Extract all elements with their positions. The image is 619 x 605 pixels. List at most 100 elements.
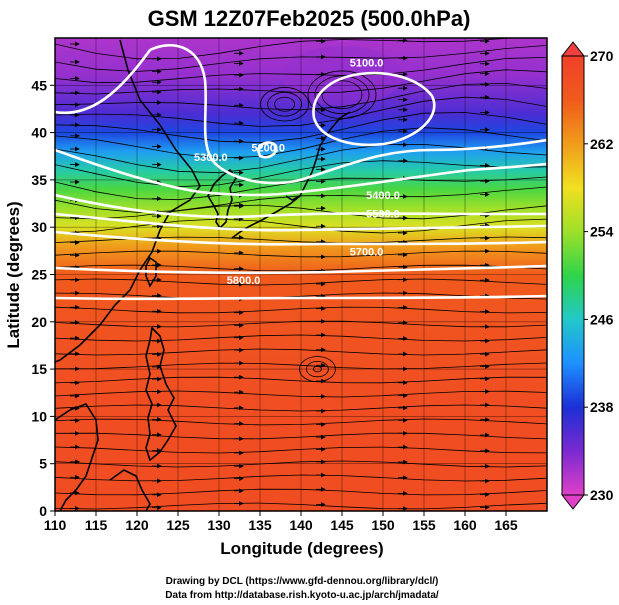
streamline [55,176,547,201]
x-tick-label: 145 [330,517,354,533]
streamline [55,376,547,384]
streamline [55,82,547,111]
colorbar-tick-label: 246 [590,311,614,327]
colorbar: 230 238 246 254 262 270 [560,41,614,510]
x-tick-label: 120 [125,517,149,533]
colorbar-tick-label: 238 [590,399,614,415]
vortex-loop [312,365,322,373]
vortex-loop [267,91,303,117]
wind-streamlines [55,38,547,511]
vortex-loop [305,360,329,378]
y-tick-label: 0 [39,503,47,519]
streamline [55,334,547,342]
contour-label: 5500.0 [366,209,400,221]
coast-korea [207,168,237,230]
streamline [55,57,547,84]
contour-5200-line [55,43,547,185]
vortex-loop [274,96,296,112]
streamline [55,204,547,220]
y-tick-label: 45 [31,77,47,93]
contour-label: 5300.0 [194,152,228,164]
streamline [55,320,547,328]
chart-title: GSM 12Z07Feb2025 (500.0hPa) [148,6,471,31]
colorbar-min-arrow [560,494,586,510]
y-tick-label: 35 [31,172,47,188]
colorbar-scale [561,55,585,496]
streamline [55,38,516,60]
x-tick-label: 115 [85,517,108,533]
y-tick-label: 25 [31,267,47,283]
x-tick-label: 160 [453,517,477,533]
contour-5700-line [55,264,547,275]
credit-data: Data from http://database.rish.kyoto-u.a… [165,590,439,601]
streamline [55,348,547,356]
contour-label: 5100.0 [350,57,384,69]
vortex-loop [314,75,370,115]
streamline [55,362,547,370]
vortex-loop [260,87,310,122]
y-axis-label: Latitude (degrees) [4,201,23,348]
streamline [55,306,547,314]
streamline [55,488,547,496]
streamline [55,160,547,188]
x-tick-label: 165 [494,517,518,533]
colorbar-tick-label: 270 [590,48,614,64]
contour-5600-line [55,230,547,246]
streamline [55,69,547,95]
x-axis-label: Longitude (degrees) [220,539,383,558]
streamline [55,96,547,127]
vortex-loop [298,356,336,383]
streamline [55,446,547,454]
vortex-loop [321,80,363,110]
streamline [55,502,547,510]
coast-china [55,39,201,363]
streamline [55,278,547,286]
streamline [55,474,547,482]
streamline [55,112,547,144]
streamline [55,45,547,72]
streamline [55,432,547,440]
contour-5500-line [55,212,547,232]
credit-drawing: Drawing by DCL (https://www.gfd-dennou.o… [166,576,439,587]
coast-borneo [109,469,151,511]
contour-labels: 5100.0 5200.0 5300.0 5400.0 5500.0 5700.0 5800… [194,57,400,287]
y-tick-label: 10 [31,408,47,424]
contour-label: 5700.0 [350,247,384,259]
y-tick-label: 40 [31,125,47,141]
x-tick-label: 110 [44,517,67,533]
contour-label: 5800.0 [227,275,261,287]
streamline [55,292,547,300]
streamline [55,264,547,272]
streamline [55,460,547,468]
streamline [55,186,547,213]
y-tick-label: 15 [31,361,47,377]
y-tick-label: 5 [39,456,47,472]
coastlines [55,39,351,511]
x-tick-label: 135 [248,517,272,533]
lat-lon-grid [55,38,547,511]
contour-5800-line [55,294,547,301]
x-tick-label: 140 [289,517,313,533]
streamline [55,390,547,398]
y-tick-label: 30 [31,219,47,235]
streamline [55,250,547,258]
colorbar-tick-label: 254 [590,224,614,240]
y-tick-label: 20 [31,314,47,330]
streamline [55,218,547,234]
contour-5300-line [55,148,547,197]
contour-5100-line [312,71,436,147]
x-tick-label: 150 [371,517,395,533]
colorbar-tick-label: 230 [590,487,614,503]
vortex-loop [307,70,377,119]
x-axis-ticks: 110 115 120 125 130 135 140 145 150 155 160 165 [44,511,518,533]
x-tick-label: 130 [207,517,231,533]
colorbar-max-arrow [560,41,586,57]
colorbar-tick-label: 262 [590,136,614,152]
contour-label: 5200.0 [251,143,285,155]
contour-label: 5400.0 [366,190,400,202]
x-tick-label: 155 [412,517,436,533]
y-axis-ticks: 0 5 10 15 20 25 30 35 40 45 [31,77,55,519]
contour-5400-line [55,193,547,219]
streamline [55,404,547,412]
